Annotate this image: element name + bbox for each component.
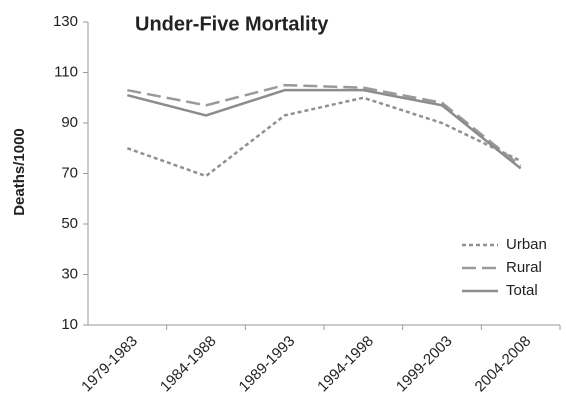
legend-label: Total — [506, 282, 538, 299]
y-tick-label: 70 — [61, 164, 78, 181]
y-tick-label: 90 — [61, 114, 78, 131]
y-tick-label: 10 — [61, 316, 78, 333]
line-series — [127, 83, 522, 167]
x-tick-label: 1989-1993 — [236, 333, 299, 396]
x-tick-label: 1984-1988 — [157, 333, 220, 396]
x-tick-label: 1994-1998 — [314, 333, 377, 396]
legend-label: Urban — [506, 236, 547, 253]
chart-title: Under-Five Mortality — [135, 13, 329, 35]
y-axis-label: Deaths/1000 — [11, 128, 28, 216]
x-tick-label: 1979-1983 — [78, 333, 141, 396]
y-tick-label: 110 — [54, 63, 78, 80]
y-tick-label: 50 — [61, 215, 78, 232]
x-tick-label: 2004-2008 — [472, 333, 535, 396]
line-series — [126, 96, 522, 178]
line-series — [127, 88, 522, 170]
legend-label: Rural — [506, 259, 542, 276]
x-tick-label: 1999-2003 — [393, 333, 456, 396]
y-tick-label: 130 — [53, 13, 78, 30]
y-tick-label: 30 — [61, 265, 78, 282]
